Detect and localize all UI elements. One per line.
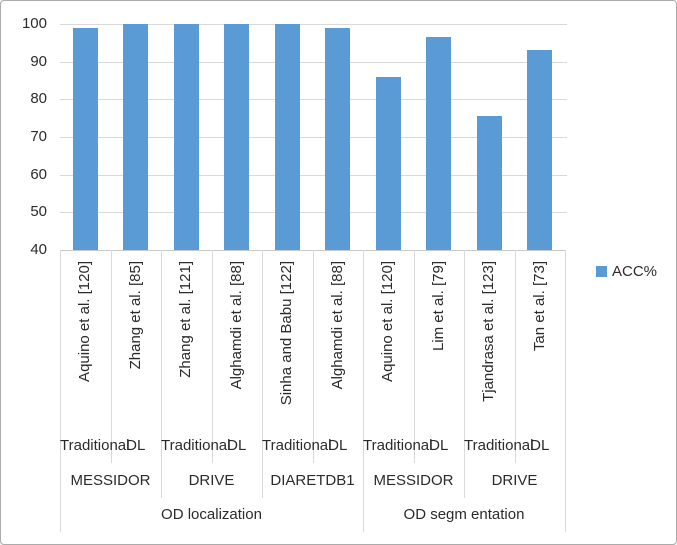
- author-label: Alghamdi et al. [88]: [227, 261, 245, 390]
- author-label: Zhang et al. [85]: [126, 261, 144, 370]
- bar: [476, 116, 502, 250]
- y-tick-label: 90: [30, 52, 47, 70]
- category-separator-line: [111, 250, 112, 463]
- bar: [123, 24, 149, 250]
- y-tick-label: 50: [30, 203, 47, 221]
- bar: [426, 37, 452, 250]
- legend: ACC%: [596, 263, 657, 280]
- author-label: Zhang et al. [121]: [177, 261, 195, 378]
- method-label: DL: [328, 437, 348, 454]
- bar: [274, 24, 300, 250]
- category-separator-line: [262, 250, 263, 498]
- task-label: OD localization: [161, 506, 262, 523]
- y-tick-label: 80: [30, 90, 47, 108]
- author-label: Tjandrasa et al. [123]: [480, 261, 498, 402]
- y-tick-label: 60: [30, 165, 47, 183]
- bar: [173, 24, 199, 250]
- legend-swatch-icon: [596, 266, 607, 277]
- y-tick-label: 100: [21, 15, 47, 32]
- bar: [72, 27, 98, 250]
- category-separator-line: [161, 250, 162, 498]
- method-label: Traditional: [262, 437, 332, 454]
- dataset-label: MESSIDOR: [373, 472, 454, 489]
- legend-label: ACC%: [612, 263, 658, 280]
- category-separator-line: [363, 250, 364, 532]
- bar: [224, 24, 250, 250]
- category-separator-line: [565, 250, 566, 532]
- method-label: Traditional: [161, 437, 231, 454]
- bar: [375, 76, 401, 250]
- category-separator-line: [212, 250, 213, 463]
- category-separator-line: [515, 250, 516, 463]
- dataset-label: DRIVE: [491, 472, 538, 489]
- method-label: DL: [530, 437, 550, 454]
- author-label: Aquino et al. [120]: [76, 261, 94, 382]
- method-label: Traditional: [363, 437, 433, 454]
- gridline: [60, 61, 567, 63]
- dataset-label: MESSIDOR: [70, 472, 151, 489]
- author-label: Lim et al. [79]: [429, 261, 447, 352]
- gridline: [60, 212, 567, 214]
- method-label: DL: [126, 437, 146, 454]
- x-axis-line: [60, 250, 565, 251]
- method-label: Traditional: [464, 437, 534, 454]
- dataset-label: DRIVE: [188, 472, 235, 489]
- dataset-label: DIARETDB1: [270, 472, 355, 489]
- method-label: Traditional: [60, 437, 130, 454]
- bar: [325, 27, 351, 250]
- gridline: [60, 24, 567, 25]
- gridline: [60, 99, 567, 101]
- gridline: [60, 174, 567, 176]
- author-label: Alghamdi et al. [88]: [328, 261, 346, 390]
- y-tick-label: 40: [30, 241, 47, 258]
- category-separator-line: [414, 250, 415, 463]
- author-label: Aquino et al. [120]: [379, 261, 397, 382]
- category-separator-line: [60, 250, 61, 532]
- y-tick-label: 70: [30, 128, 47, 145]
- author-label: Sinha and Babu [122]: [278, 261, 296, 406]
- category-separator-line: [464, 250, 465, 498]
- author-label: Tan et al. [73]: [530, 261, 548, 352]
- category-separator-line: [313, 250, 314, 463]
- task-label: OD segm entation: [403, 506, 525, 523]
- bar: [527, 50, 553, 250]
- method-label: DL: [429, 437, 449, 454]
- method-label: DL: [227, 437, 247, 454]
- gridline: [60, 137, 567, 138]
